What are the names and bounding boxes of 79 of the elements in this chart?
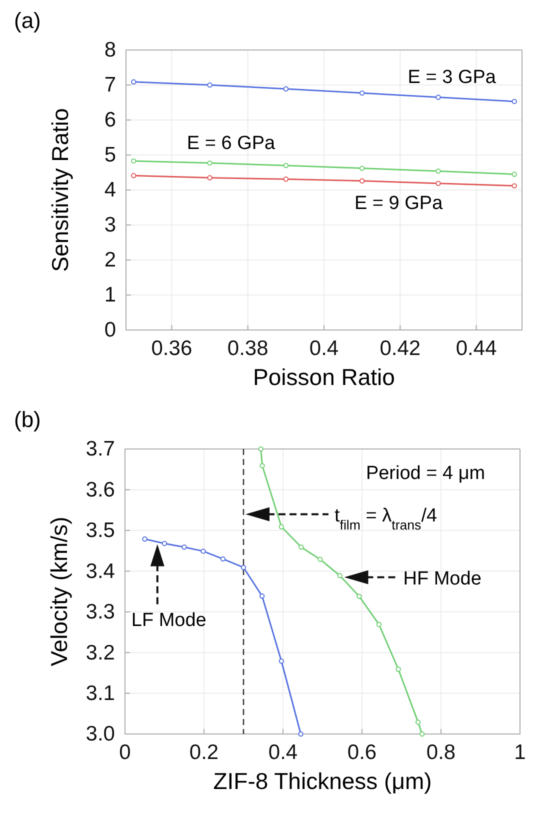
point [260,463,265,468]
point [283,176,289,182]
y-tick-label: 5 [104,144,116,167]
series-label: E = 3 GPa [408,67,496,88]
text: (a) [14,8,41,33]
x-tick-label: 0.8 [426,740,456,764]
point [396,666,401,672]
point [512,183,517,188]
point [356,594,362,599]
x-tick-label: 1 [514,740,526,764]
y-tick-label: 3.7 [86,438,115,461]
point [131,79,136,84]
point [512,172,517,177]
x-tick-label: 0 [119,740,131,764]
y-tick-label: 4 [104,178,116,202]
point [318,556,323,562]
x-tick-label: 0.2 [189,740,219,764]
point [337,573,342,578]
point [436,168,441,174]
x-axis-title: Poisson Ratio [253,364,395,390]
point [207,175,212,180]
point [220,556,226,562]
y-tick-label: 7 [104,74,116,97]
y-tick-label: 3.3 [86,600,115,624]
point [436,94,441,100]
point [436,180,441,186]
series-label: E = 6 GPa [186,132,276,154]
point [419,731,425,737]
point [258,446,264,452]
y-tick-label: 3.1 [86,682,115,706]
y-tick-label: 2 [104,248,116,272]
y-tick-label: 3.5 [86,519,115,542]
y-tick-label: 3.6 [86,478,115,502]
x-tick-label: 0.36 [151,336,192,360]
x-tick-label: 0.4 [309,336,339,360]
y-axis-title: Velocity (km/s) [46,516,72,666]
y-axis-title: Sensitivity Ratio [47,108,73,272]
point [376,622,382,628]
point [259,593,265,599]
point [200,548,206,554]
y-tick-label: 3.2 [86,641,115,664]
annotation: LF Mode [131,610,206,632]
point [131,173,136,178]
point [415,720,421,725]
point [182,544,187,550]
point [359,166,365,171]
y-tick-label: 1 [104,284,116,307]
annotation: t$_{film}$ = λ$_{trans}$/4 [334,505,438,532]
y-tick-label: 3.4 [86,560,116,583]
point [142,536,148,542]
y-tick-label: 6 [104,108,116,132]
point [283,86,289,92]
point [278,524,284,530]
point [298,731,304,737]
text: (b) [14,407,41,432]
x-axis-title: ZIF-8 Thickness (μm) [213,768,432,794]
point [298,544,304,550]
x-tick-label: 0.42 [380,336,421,360]
x-tick-label: 0.44 [456,336,498,360]
y-tick-label: 0 [104,318,116,342]
annotation: HF Mode [403,568,482,590]
point [359,178,365,184]
point [512,98,517,104]
series-label: E = 9 GPa [354,193,444,214]
point [162,540,168,546]
point [283,162,289,168]
point [278,658,284,664]
point [359,90,365,96]
x-tick-label: 0.38 [227,336,268,360]
point [207,82,212,88]
x-tick-label: 0.6 [347,740,377,764]
point [131,158,136,164]
point [207,160,212,166]
y-tick-label: 3.0 [86,722,115,746]
y-tick-label: 3 [104,214,116,237]
x-tick-label: 0.4 [268,740,298,764]
annotation: Period = 4 μm [366,463,486,484]
y-tick-label: 8 [104,38,116,62]
point [240,564,246,570]
